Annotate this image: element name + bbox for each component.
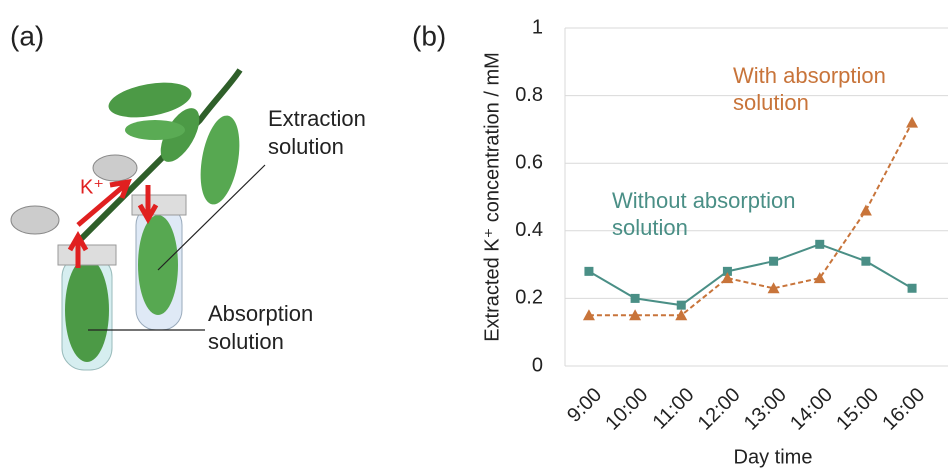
marker [584, 266, 594, 276]
x-tick-label: 13:00 [740, 384, 791, 435]
marker [907, 283, 917, 293]
panel-label: (b) [412, 20, 446, 51]
series-line [588, 122, 913, 317]
marker [906, 116, 919, 128]
marker [769, 256, 779, 266]
marker [630, 293, 640, 303]
x-tick-label: 15:00 [832, 384, 883, 435]
x-tick-label: 14:00 [786, 384, 837, 435]
y-tick-label: 0.2 [515, 287, 543, 309]
extraction-label: Extraction solution [268, 106, 366, 159]
series-label: Without absorption solution [612, 188, 796, 240]
series-line [588, 243, 913, 307]
ion-label: K⁺ [80, 176, 104, 198]
x-tick-label: 11:00 [649, 384, 699, 434]
y-tick-label: 0.6 [515, 151, 543, 173]
absorption-label: Absorption solution [208, 301, 314, 354]
marker [815, 239, 825, 249]
y-tick-label: 1 [532, 16, 543, 38]
marker [722, 266, 732, 276]
panel-label: (a) [10, 20, 44, 51]
marker [861, 256, 871, 266]
illustration [10, 68, 266, 371]
marker [675, 309, 688, 321]
y-tick-label: 0.8 [515, 84, 543, 106]
marker [813, 272, 826, 284]
marker [676, 300, 686, 310]
x-axis-title: Day time [734, 446, 813, 468]
y-tick-label: 0 [532, 354, 543, 376]
marker [721, 272, 734, 284]
x-tick-label: 12:00 [694, 384, 745, 435]
y-tick-label: 0.4 [515, 219, 543, 241]
marker [767, 282, 780, 294]
x-tick-label: 10:00 [601, 384, 652, 435]
series-label: With absorption solution [733, 63, 886, 115]
y-axis-title: Extracted K⁺ concentration / mM [481, 52, 503, 342]
marker [582, 309, 595, 321]
x-tick-label: 9:00 [563, 384, 606, 427]
marker [859, 204, 872, 216]
x-tick-label: 16:00 [878, 384, 929, 435]
marker [629, 309, 642, 321]
